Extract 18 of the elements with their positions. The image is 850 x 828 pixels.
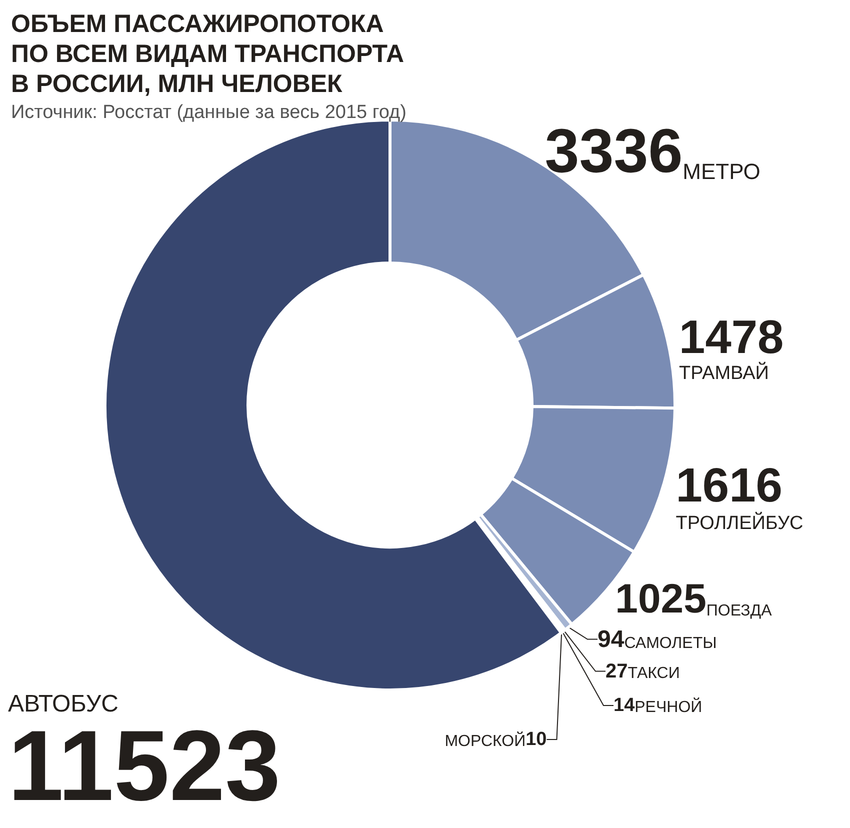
- data-label: 1025: [615, 576, 706, 622]
- data-label: 1616: [676, 460, 783, 513]
- chart-subtitle: Источник: Росстат (данные за весь 2015 год): [11, 102, 406, 123]
- data-label: 14: [614, 694, 636, 716]
- data-label: 27: [606, 660, 628, 682]
- slice-label: РЕЧНОЙ: [634, 696, 702, 716]
- data-label: 94: [598, 626, 625, 653]
- data-label: 3336: [544, 117, 683, 186]
- slice-label: АВТОБУС: [8, 690, 118, 718]
- slice-label: САМОЛЕТЫ: [624, 634, 717, 652]
- slice-label: МОРСКОЙ: [444, 730, 526, 750]
- slice-label: ТРАМВАЙ: [679, 361, 769, 384]
- slice-label: ТРОЛЛЕЙБУС: [676, 511, 804, 534]
- chart-title: ОБЪЕМ ПАССАЖИРОПОТОКА ПО ВСЕМ ВИДАМ ТРАНСПОРТА В РОССИИ, МЛН ЧЕЛОВЕК: [11, 10, 411, 98]
- data-label: 10: [526, 728, 547, 750]
- slice-label: МЕТРО: [682, 159, 760, 184]
- slice-label: ПОЕЗДА: [706, 602, 772, 620]
- slice-label: ТАКСИ: [628, 664, 680, 682]
